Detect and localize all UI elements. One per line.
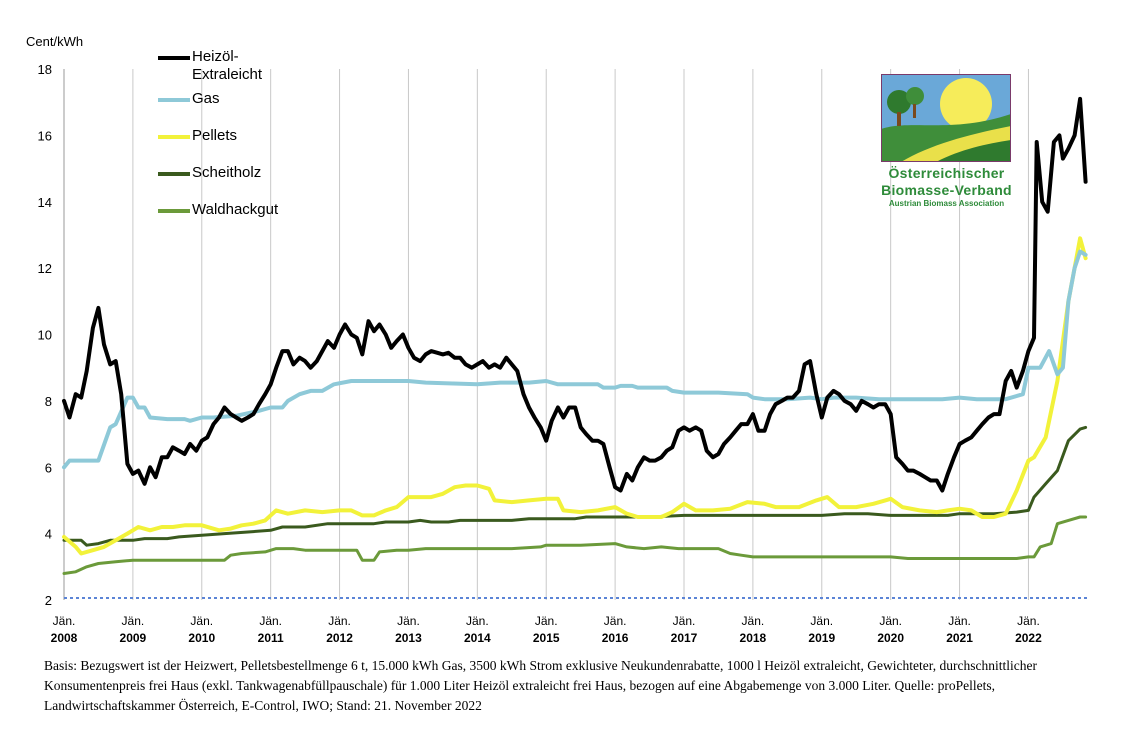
y-tick-label-8: 18 — [38, 62, 52, 77]
x-tick-label-year-9: 2017 — [671, 631, 698, 645]
logo-text-line1: Österreichischer — [888, 165, 1005, 181]
x-tick-label-month-1: Jän. — [122, 614, 145, 628]
x-tick-label-month-9: Jän. — [673, 614, 696, 628]
legend-swatch-1 — [158, 98, 190, 102]
legend-label-0: Heizöl-Extraleicht — [192, 48, 263, 83]
x-tick-label-month-0: Jän. — [53, 614, 76, 628]
x-tick-label-year-1: 2009 — [120, 631, 147, 645]
x-tick-label-month-3: Jän. — [259, 614, 282, 628]
legend-label-2: Pellets — [192, 127, 238, 144]
y-tick-label-0: 2 — [45, 593, 52, 608]
x-tick-label-year-3: 2011 — [258, 631, 284, 645]
logo-text-line3: Austrian Biomass Association — [888, 199, 1005, 208]
legend-swatch-4 — [158, 209, 190, 213]
x-tick-label-year-7: 2015 — [533, 631, 560, 645]
series-line-1 — [62, 249, 1088, 470]
x-tick-label-month-8: Jän. — [604, 614, 627, 628]
x-tick-label-year-2: 2010 — [188, 631, 215, 645]
biomasse-verband-logo: Österreichischer Biomasse-Verband Austri… — [869, 70, 1024, 210]
legend-label-3: Scheitholz — [192, 164, 262, 181]
footnote: Basis: Bezugswert ist der Heizwert, Pell… — [44, 658, 1037, 713]
legend-swatch-3 — [158, 172, 190, 176]
x-tick-label-month-5: Jän. — [397, 614, 420, 628]
x-tick-label-year-4: 2012 — [326, 631, 353, 645]
x-tick-label-month-2: Jän. — [190, 614, 213, 628]
x-tick-label-year-14: 2022 — [1015, 631, 1042, 645]
x-tick-label-month-11: Jän. — [810, 614, 833, 628]
logo-text-line2: Biomasse-Verband — [881, 182, 1012, 198]
x-tick-label-year-8: 2016 — [602, 631, 629, 645]
x-tick-labels: Jän. 2008 Jän. 2009 Jän. 2010 Jän. 2011 Jän. 2012… — [51, 614, 1042, 645]
y-tick-label-3: 8 — [45, 394, 52, 409]
y-tick-label-1: 4 — [45, 527, 52, 542]
x-tick-label-year-0: 2008 — [51, 631, 78, 645]
y-tick-label-4: 10 — [38, 328, 52, 343]
x-tick-label-year-5: 2013 — [395, 631, 422, 645]
x-tick-label-month-10: Jän. — [742, 614, 765, 628]
legend-label-4: Waldhackgut — [192, 201, 279, 218]
series-line-3 — [62, 425, 1088, 547]
series-line-0 — [62, 96, 1088, 493]
y-tick-label-5: 12 — [38, 261, 52, 276]
x-tick-label-year-6: 2014 — [464, 631, 491, 645]
series-line-4 — [62, 515, 1088, 575]
y-tick-label-7: 16 — [38, 128, 52, 143]
x-tick-label-month-14: Jän. — [1017, 614, 1040, 628]
legend-swatch-2 — [158, 135, 190, 139]
x-tick-label-month-12: Jän. — [879, 614, 902, 628]
y-tick-label-6: 14 — [38, 195, 52, 210]
x-tick-label-month-4: Jän. — [328, 614, 351, 628]
x-tick-label-year-10: 2018 — [740, 631, 767, 645]
x-tick-label-month-7: Jän. — [535, 614, 558, 628]
legend-label-1: Gas — [192, 90, 220, 107]
series-line-2 — [62, 236, 1088, 556]
logo-landscape-icon — [881, 74, 1011, 162]
x-tick-label-year-12: 2020 — [877, 631, 904, 645]
legend-swatch-0 — [158, 56, 190, 60]
y-tick-label-2: 6 — [45, 460, 52, 475]
x-tick-label-year-11: 2019 — [808, 631, 835, 645]
y-tick-labels: 2 4 6 8 10 12 14 16 18 — [38, 62, 52, 608]
axes — [63, 69, 1087, 600]
series-lines — [62, 96, 1088, 575]
y-axis-label: Cent/kWh — [26, 34, 84, 49]
x-tick-label-month-13: Jän. — [948, 614, 971, 628]
x-tick-label-year-13: 2021 — [946, 631, 973, 645]
x-tick-label-month-6: Jän. — [466, 614, 489, 628]
